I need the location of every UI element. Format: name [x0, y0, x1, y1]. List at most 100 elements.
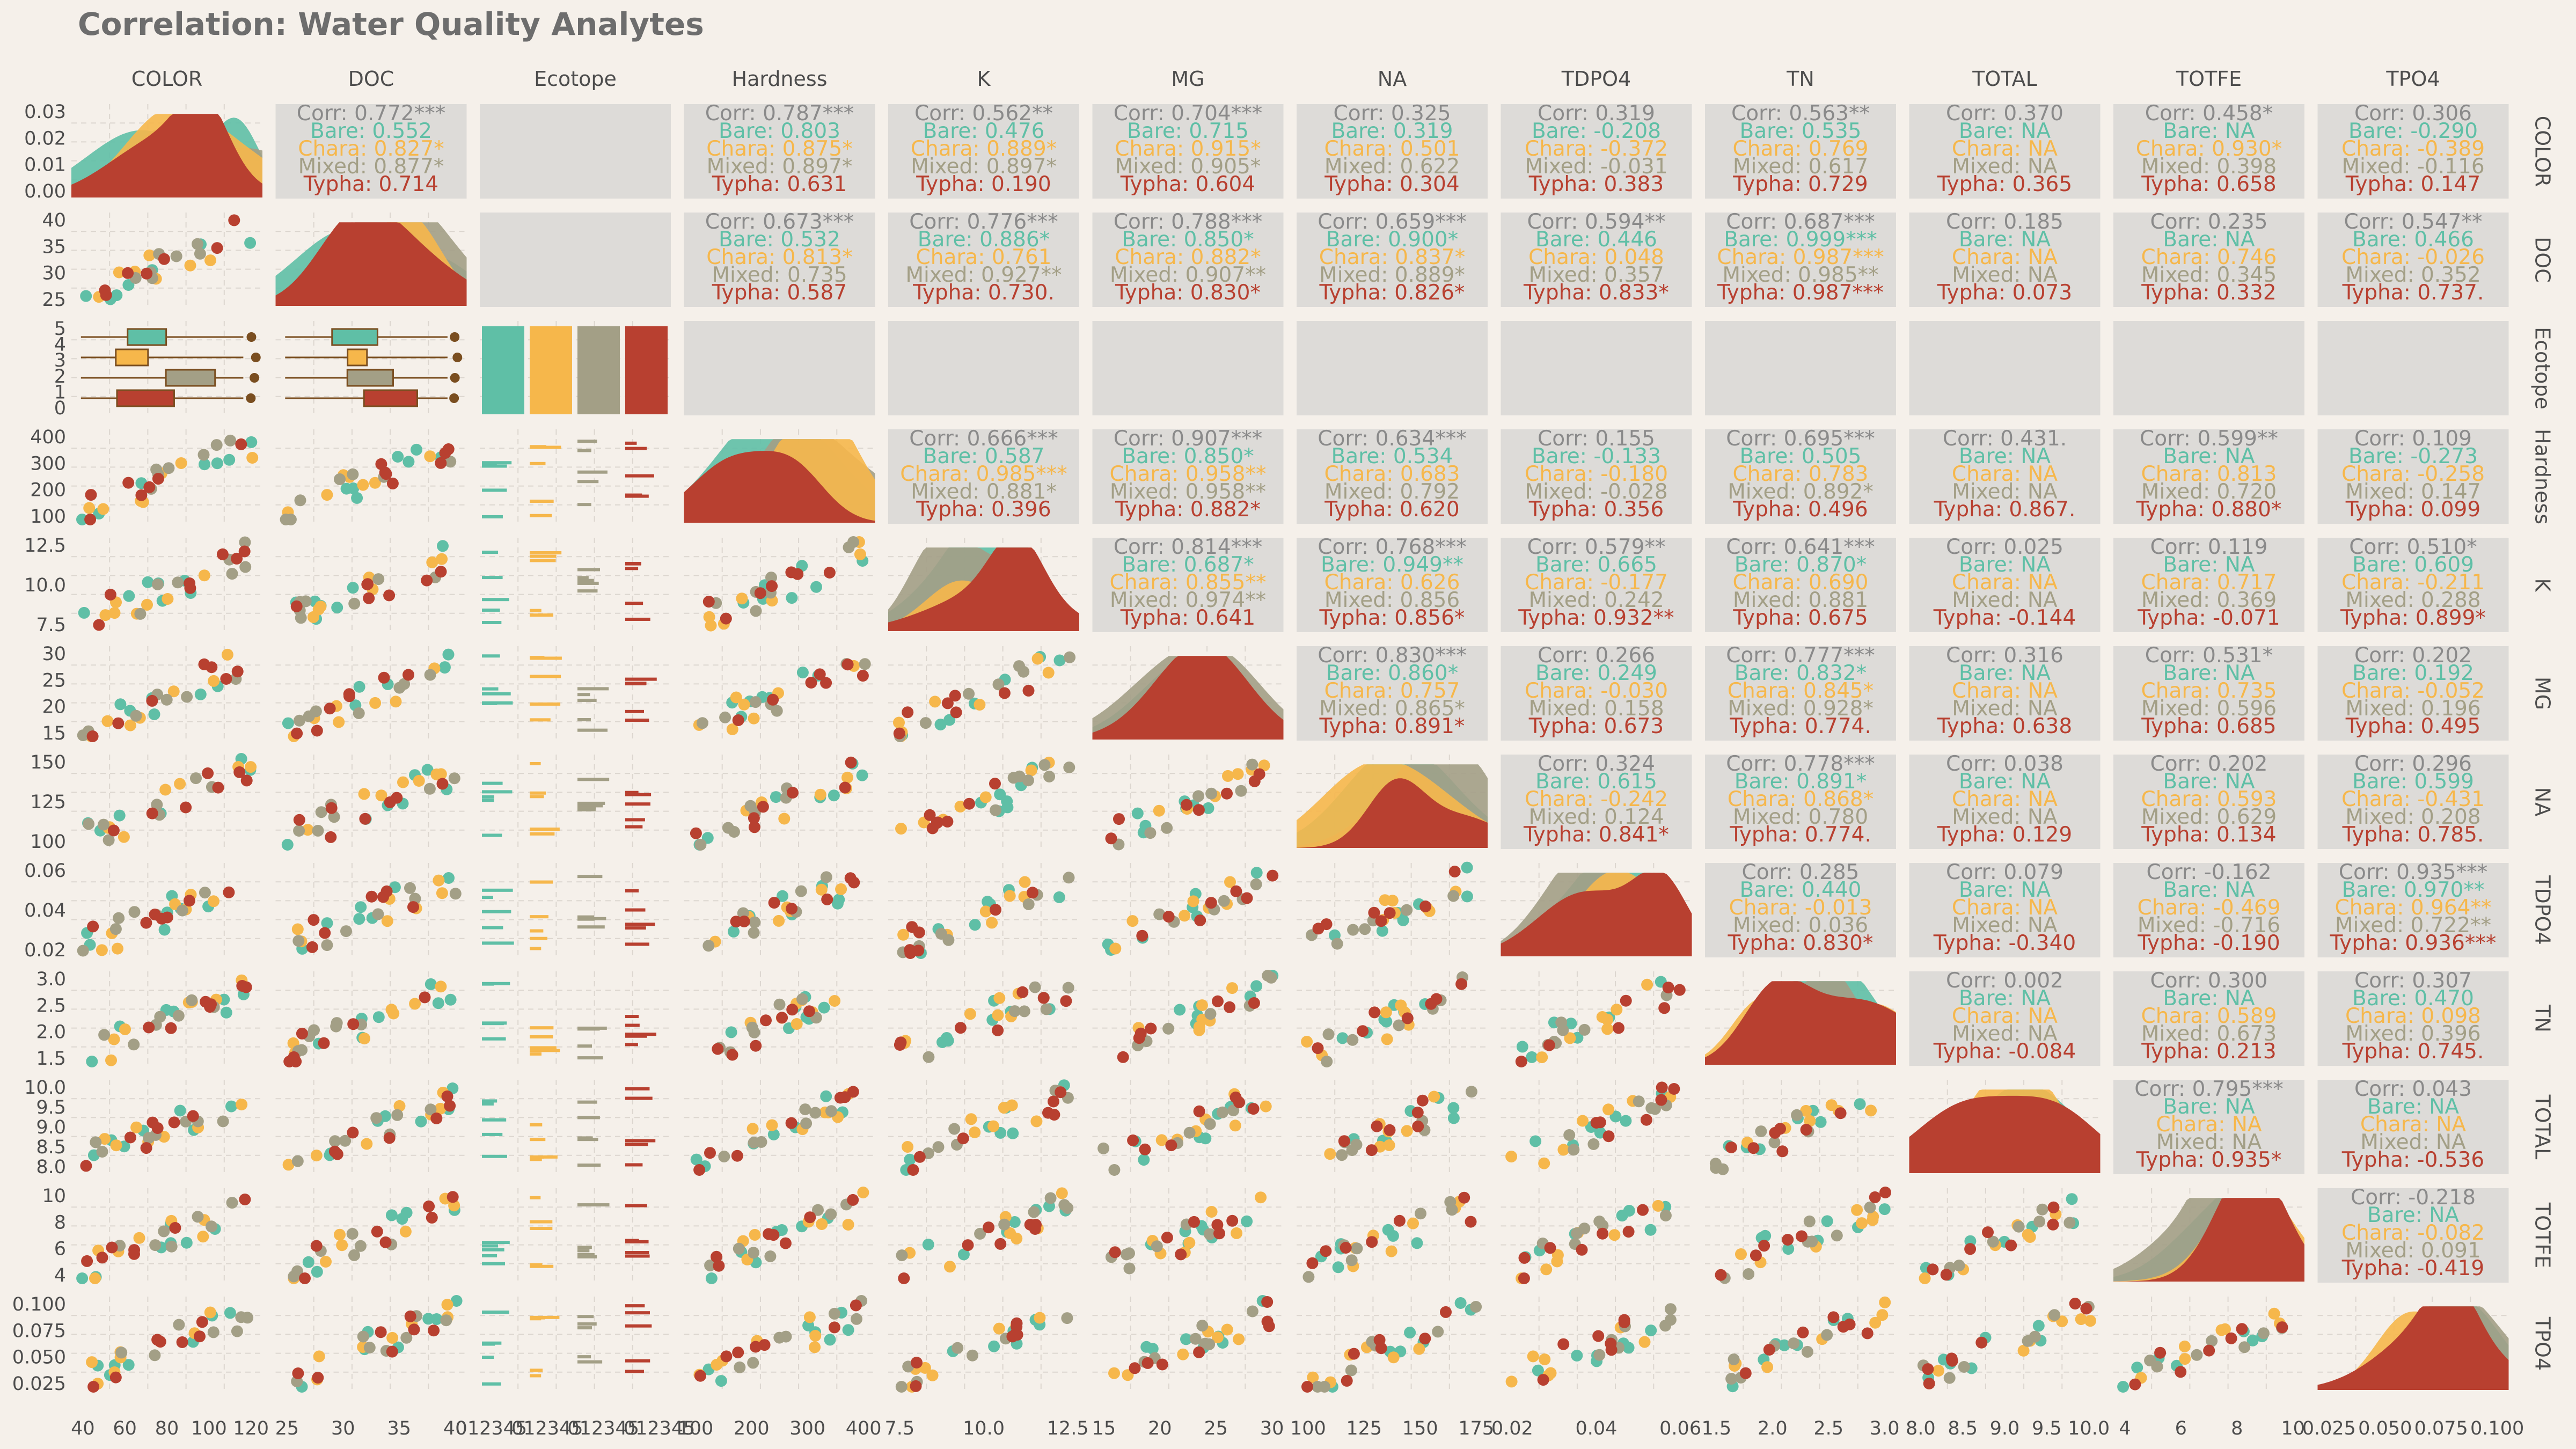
point-mixed	[895, 1381, 908, 1393]
point-chara	[397, 776, 409, 788]
y-tick-tpo4: 0.075	[12, 1320, 66, 1342]
ecotope-tick-mixed	[577, 1136, 593, 1140]
point-bare	[1202, 802, 1214, 814]
point-bare	[1529, 1135, 1542, 1147]
point-mixed	[210, 439, 223, 451]
ecotope-tick-chara	[530, 1155, 558, 1159]
point-chara	[1324, 1148, 1336, 1160]
corr-panel-bg	[2113, 104, 2304, 199]
corr-label-chara: Chara: -0.389	[2341, 137, 2485, 161]
x-tick-totfe: 6	[2175, 1418, 2187, 1439]
point-bare	[123, 590, 135, 602]
corr-label-mixed: Mixed: 0.892*	[1728, 480, 1874, 504]
y-tick-tn: 3.0	[36, 969, 66, 990]
corr-panel-bg	[684, 104, 875, 199]
corr-panel-bg	[1501, 755, 1692, 849]
point-chara	[993, 1322, 1005, 1335]
corr-label-bare: Corr: 0.185	[1946, 210, 2063, 234]
corr-label-bare: Bare: NA	[2163, 228, 2255, 252]
ecotope-bar-chara	[530, 326, 572, 414]
ecotope-tick-typha	[625, 1163, 643, 1167]
point-typha	[361, 578, 374, 590]
point-chara	[1258, 759, 1270, 772]
point-typha	[1401, 1012, 1414, 1024]
point-mixed	[291, 1155, 304, 1167]
point-typha	[290, 600, 303, 612]
corr-label-bare: Bare: NA	[1959, 119, 2051, 143]
corr-label-bare: Bare: -0.273	[2348, 444, 2478, 469]
point-mixed	[1788, 1337, 1800, 1350]
corr-label-mixed: Mixed: NA	[2360, 1130, 2466, 1154]
corr-label-chara: Chara: 0.987***	[1717, 245, 1884, 269]
point-typha	[805, 677, 817, 689]
ecotope-tick-typha	[625, 709, 645, 713]
point-chara	[1867, 1214, 1879, 1226]
corr-label-typha: Typha: -0.419	[2341, 1256, 2484, 1280]
corr-label-bare: Bare: 0.900*	[1326, 228, 1459, 252]
point-typha	[1338, 1135, 1350, 1147]
panel-tpo4-color	[71, 1297, 262, 1393]
ecotope-tick-mixed	[577, 1044, 592, 1048]
corr-panel-bg	[1909, 538, 2101, 632]
corr-label-bare: Bare: NA	[1959, 661, 2051, 685]
point-mixed	[812, 1204, 824, 1216]
corr-label-bare: Bare: 0.949**	[1321, 553, 1463, 577]
point-typha	[1393, 1214, 1406, 1227]
point-mixed	[226, 568, 238, 580]
point-mixed	[1302, 1271, 1315, 1283]
point-chara	[113, 266, 125, 279]
ecotope-tick-bare	[482, 576, 503, 580]
x-tick-color: 120	[233, 1418, 269, 1439]
point-typha	[378, 671, 390, 684]
point-typha	[1440, 1306, 1452, 1318]
point-typha	[911, 1357, 923, 1368]
point-bare	[415, 1115, 427, 1128]
point-mixed	[1563, 1129, 1576, 1141]
corr-label-bare: Corr: 0.776***	[909, 210, 1058, 234]
panel-tn-color	[71, 971, 262, 1067]
point-typha	[720, 612, 732, 625]
corr-panel-bg	[2317, 755, 2509, 849]
point-typha	[841, 658, 854, 671]
panel-na-k	[888, 755, 1079, 849]
point-bare	[281, 839, 294, 851]
point-bare	[856, 769, 868, 781]
ecotope-tick-mixed	[577, 687, 609, 691]
corr-panel-bg	[1501, 104, 1692, 199]
point-mixed	[1728, 1353, 1740, 1365]
point-mixed	[843, 541, 855, 553]
point-typha	[1620, 994, 1632, 1007]
ecotope-tick-chara	[530, 462, 546, 465]
panel-mg-mg	[1092, 646, 1284, 741]
point-bare	[302, 1256, 314, 1268]
point-bare	[113, 809, 126, 822]
corr-label-mixed: Mixed: 0.735	[712, 263, 847, 287]
point-typha	[183, 895, 195, 907]
corr-panel-bg	[1705, 755, 1896, 849]
corr-label-mixed: Mixed: NA	[1952, 588, 2058, 612]
corr-panel-bg	[1297, 646, 1488, 741]
corr-panel-bg	[1705, 104, 1896, 199]
panel-tn-doc	[275, 971, 467, 1067]
point-bare	[1382, 1224, 1394, 1236]
point-chara	[1126, 915, 1139, 927]
ecotope-tick-bare	[482, 462, 497, 466]
point-typha	[857, 670, 869, 682]
point-typha	[690, 827, 702, 839]
point-typha	[766, 580, 778, 592]
box-mixed	[165, 369, 216, 387]
point-bare	[934, 719, 947, 731]
panel-tpo4-tn	[1705, 1296, 1896, 1393]
point-typha	[844, 872, 857, 884]
point-typha	[212, 781, 224, 794]
x-tick-tpo4: 0.100	[2470, 1418, 2524, 1439]
ecotope-tick-chara	[530, 554, 557, 558]
density-typha	[2317, 1306, 2509, 1390]
corr-label-bare: Corr: 0.634***	[1318, 427, 1466, 451]
point-mixed	[130, 709, 142, 722]
corr-label-mixed: Mixed: NA	[1952, 263, 2058, 287]
point-bare	[1565, 1018, 1577, 1030]
point-typha	[1412, 1120, 1424, 1132]
ecotope-tick-mixed	[577, 1116, 600, 1119]
